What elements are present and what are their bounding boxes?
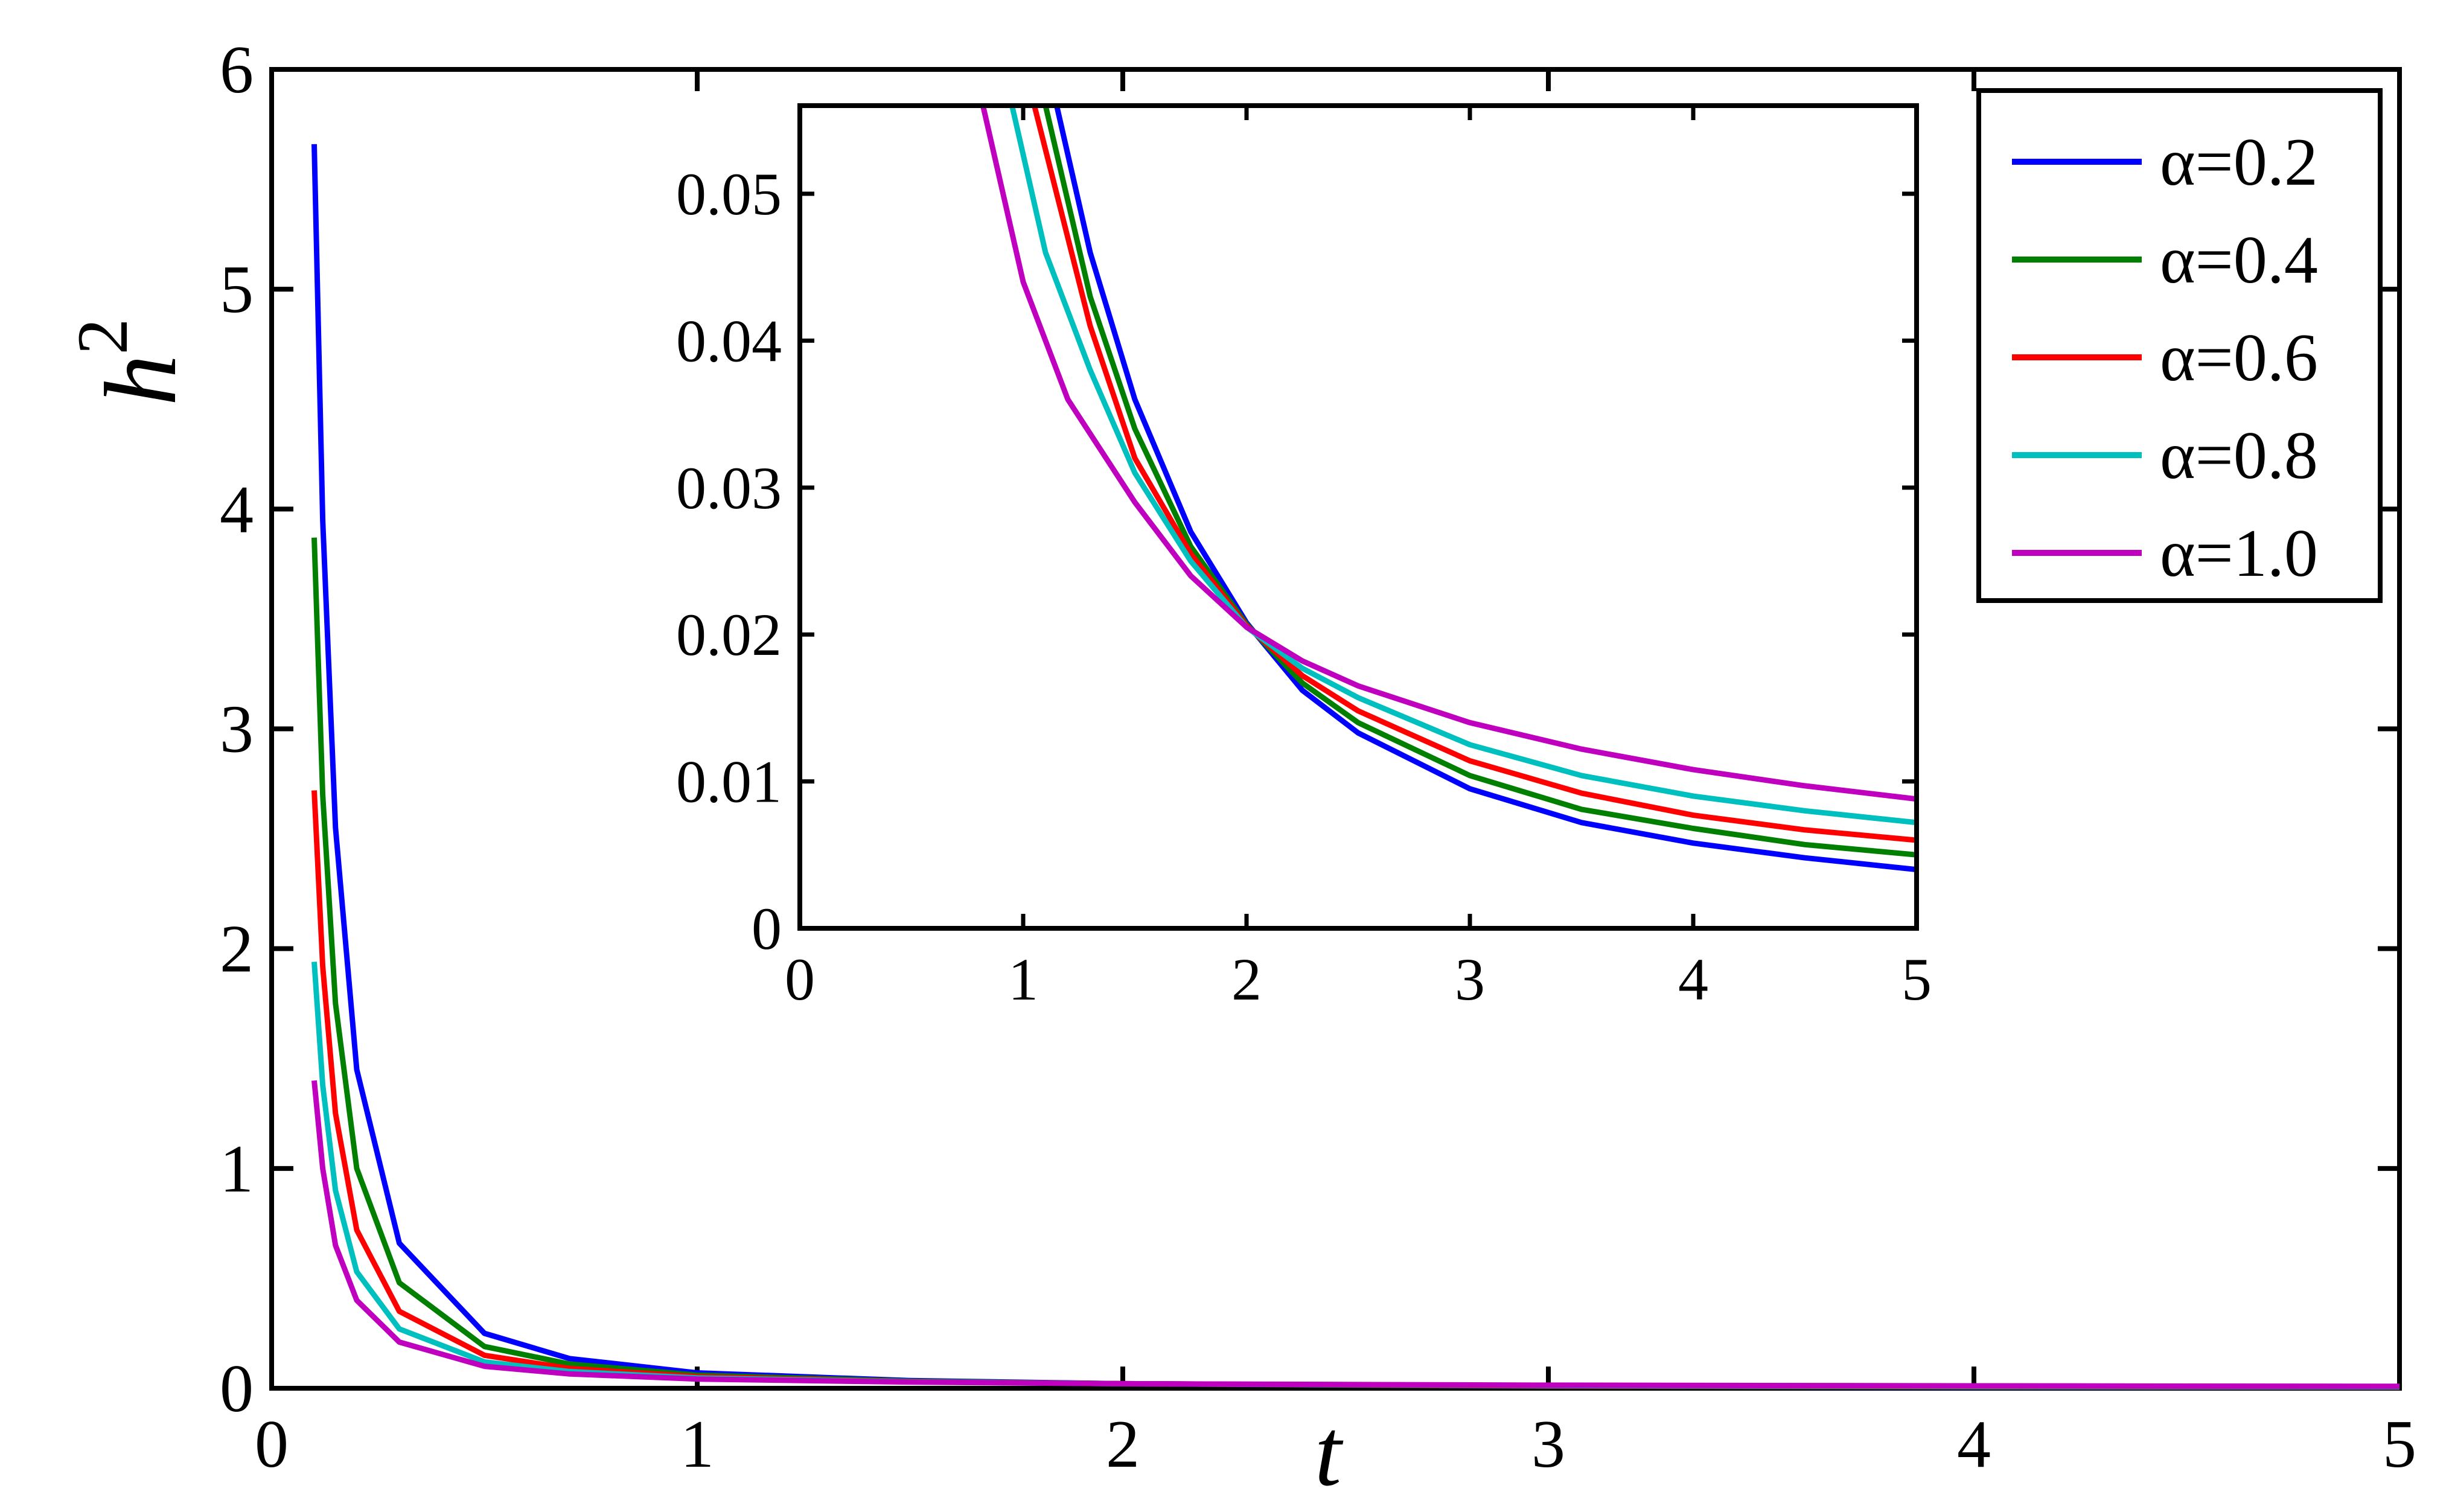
legend-item: α=0.6 [2012,321,2318,395]
inset-y-tick-label: 0.01 [676,748,782,815]
inset-plot-frame [797,103,1919,931]
inset-y-tick-label: 0.04 [676,307,782,374]
inset-series-lines [980,106,1917,873]
legend-label: α=0.8 [2160,418,2318,493]
inset-series-line [1032,106,1917,843]
y-tick-label: 3 [220,692,254,767]
legend-item: α=0.8 [2012,418,2318,493]
inset-x-tick-label: 2 [1231,946,1262,1013]
legend-box [1976,88,2383,603]
x-tick-label: 2 [1106,1407,1140,1482]
legend-item: α=0.2 [2012,125,2318,200]
inset-series-line [980,106,1917,802]
inset-ticks [797,106,1919,931]
legend-item: α=0.4 [2012,223,2318,298]
inset-plot: 0 1 2 3 4 5 0 0.01 0.02 0.03 0.04 0.05 [676,103,1932,1013]
inset-y-tick-label: 0.03 [676,455,782,522]
legend-item: α=1.0 [2012,516,2318,591]
main-plot: 0 1 2 3 4 5 0 1 2 3 4 5 6 [220,33,2416,1482]
inset-x-tick-label: 4 [1678,946,1708,1013]
legend-label: α=0.6 [2160,321,2318,395]
main-series-lines [311,144,2400,1390]
y-tick-label: 2 [220,912,254,987]
inset-series-line [1009,106,1917,826]
legend-label: α=0.2 [2160,125,2318,200]
legend: α=0.2 α=0.4 α=0.6 α=0.8 α=1.0 [1976,88,2383,603]
y-axis-title: h2 [62,319,197,406]
y-tick-label: 1 [220,1132,254,1207]
legend-label: α=0.4 [2160,223,2318,298]
y-axis-title-base: h [84,355,197,406]
inset-x-tick-label: 5 [1901,946,1932,1013]
x-tick-label: 4 [1957,1407,1991,1482]
x-tick-label: 0 [255,1407,289,1482]
y-axis-title-superscript: 2 [62,319,142,355]
inset-series-line [1054,106,1917,873]
y-tick-label: 4 [220,472,254,547]
x-tick-label: 5 [2383,1407,2416,1482]
series-line [311,1080,2400,1389]
legend-items: α=0.2 α=0.4 α=0.6 α=0.8 α=1.0 [2012,125,2318,591]
inset-x-tick-label: 1 [1008,946,1038,1013]
x-axis-title: t [1315,1399,1344,1506]
inset-y-tick-label: 0.05 [676,161,782,228]
inset-x-tick-label: 0 [785,946,815,1013]
y-tick-label: 0 [220,1351,254,1426]
inset-x-tick-label: 3 [1455,946,1485,1013]
svg-text:h2: h2 [62,319,197,406]
legend-label: α=1.0 [2160,516,2318,591]
inset-tick-labels: 0 1 2 3 4 5 0 0.01 0.02 0.03 0.04 0.05 [676,161,1932,1013]
inset-y-tick-label: 0.02 [676,601,782,668]
x-tick-label: 3 [1531,1407,1565,1482]
main-tick-labels: 0 1 2 3 4 5 0 1 2 3 4 5 6 [220,33,2416,1482]
inset-series-line [1043,106,1917,858]
x-tick-label: 1 [680,1407,714,1482]
y-tick-label: 6 [220,33,254,107]
inset-plot-background [800,106,1917,928]
y-tick-label: 5 [220,252,254,327]
inset-y-tick-label: 0 [752,895,782,962]
